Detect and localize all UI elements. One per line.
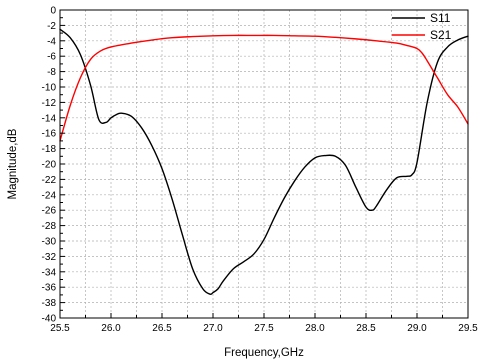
y-tick-label: -22 (42, 175, 57, 186)
ticks: 25.5 26.0 26.5 27.0 27.5 28.0 28.5 29.0 29.5 0 -2 -… (42, 6, 479, 335)
x-tick-label: 27.5 (254, 323, 274, 334)
y-tick-label: -30 (42, 237, 57, 248)
y-tick-label: -28 (42, 221, 57, 232)
x-tick-label: 26.0 (101, 323, 121, 334)
y-tick-label: -16 (42, 129, 57, 140)
legend-label-s11: S11 (430, 11, 451, 25)
y-tick-label: -18 (42, 144, 57, 155)
x-tick-label: 27.0 (203, 323, 223, 334)
y-tick-label: -20 (42, 160, 57, 171)
y-tick-label: -32 (42, 252, 57, 263)
y-tick-label: -12 (42, 98, 57, 109)
series-line-s11 (59, 28, 469, 295)
x-tick-label: 29.0 (407, 323, 427, 334)
x-tick-label: 28.5 (356, 323, 376, 334)
x-tick-label: 29.5 (458, 323, 478, 334)
legend-label-s21: S21 (430, 28, 452, 42)
y-tick-label: -8 (47, 67, 56, 78)
grid (60, 10, 468, 318)
y-tick-label: -26 (42, 206, 57, 217)
x-axis-title: Frequency,GHz (224, 347, 304, 359)
series-layer (59, 28, 469, 295)
series-line-s21 (59, 34, 469, 142)
x-tick-label: 25.5 (50, 323, 70, 334)
y-axis-title: Magnitude,dB (7, 128, 19, 199)
y-tick-label: -24 (42, 190, 57, 201)
y-tick-label: -4 (47, 36, 56, 47)
y-tick-label: -36 (42, 283, 57, 294)
y-tick-label: -38 (42, 298, 57, 309)
y-tick-label: -40 (42, 314, 57, 325)
y-tick-label: -34 (42, 267, 57, 278)
x-tick-label: 28.0 (305, 323, 325, 334)
y-tick-label: -2 (47, 21, 56, 32)
y-tick-label: -14 (42, 113, 57, 124)
y-tick-label: 0 (50, 6, 56, 17)
y-tick-label: -6 (47, 52, 56, 63)
x-tick-label: 26.5 (152, 323, 172, 334)
y-tick-label: -10 (42, 83, 57, 94)
